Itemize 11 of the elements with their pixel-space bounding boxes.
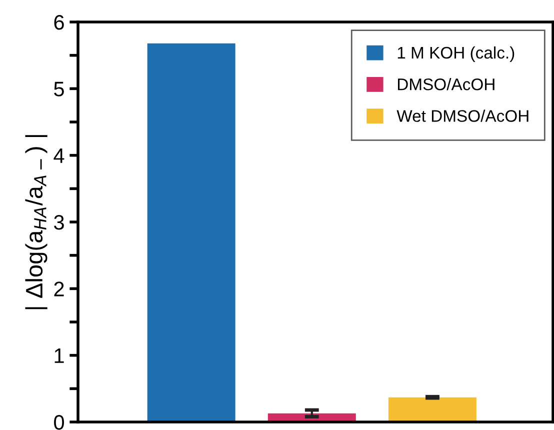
y-tick-label: 0	[54, 415, 64, 430]
legend-label: 1 M KOH (calc.)	[398, 46, 514, 62]
y-tick-label: 1	[54, 348, 64, 363]
legend-label: DMSO/AcOH	[398, 78, 494, 90]
y-tick-label: 5	[54, 82, 64, 96]
y-axis-title: | Δlog(a$_{HA}$/a$_{A−}$) |	[25, 135, 48, 310]
y-tick-label: 3	[54, 215, 64, 230]
y-tick-label: 4	[54, 148, 64, 163]
y-tick-label: 2	[54, 282, 64, 296]
legend-label: Wet DMSO/AcOH	[396, 110, 528, 122]
y-tick-label: 6	[54, 15, 64, 30]
